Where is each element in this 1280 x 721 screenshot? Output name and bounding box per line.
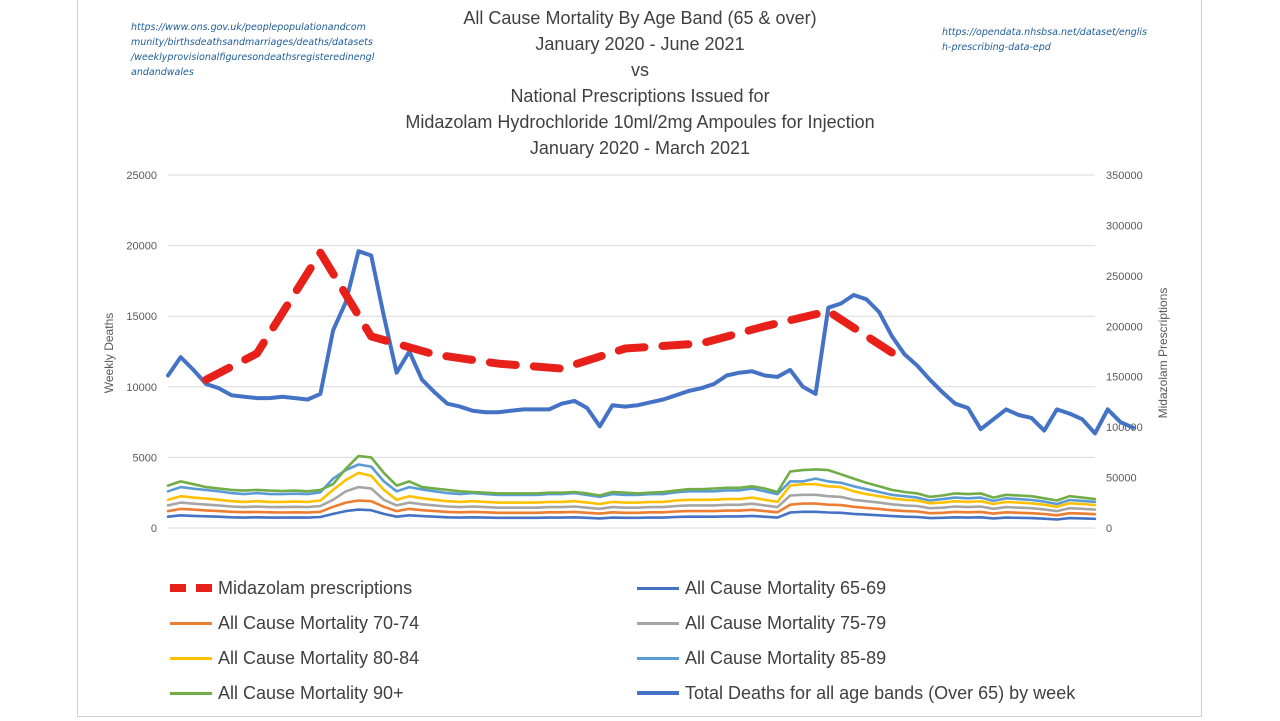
series-line-age-band-3 — [166, 471, 1097, 509]
series-line-age-band-0 — [166, 508, 1097, 521]
legend-label: All Cause Mortality 65-69 — [685, 577, 887, 598]
y-tick-label-right: 200000 — [1106, 321, 1143, 333]
legend-label: Midazolam prescriptions — [218, 577, 413, 598]
y-tick-label-right: 350000 — [1106, 170, 1143, 182]
legend-swatch — [637, 586, 679, 590]
y-tick-label-left: 5000 — [133, 452, 157, 464]
title-line-2: January 2020 - June 2021 — [535, 34, 745, 54]
y-tick-label-left: 0 — [151, 523, 157, 535]
legend-swatch — [170, 656, 212, 660]
legend-item: All Cause Mortality 70-74 — [170, 608, 419, 638]
legend-item: Midazolam prescriptions — [170, 573, 412, 603]
legend-item: All Cause Mortality 85-89 — [637, 643, 886, 673]
title-line-5: Midazolam Hydrochloride 10ml/2mg Ampoule… — [405, 112, 875, 132]
gridlines — [168, 174, 1095, 529]
y-tick-label-right: 0 — [1106, 523, 1112, 535]
legend-swatch — [637, 691, 679, 695]
y-tick-label-right: 300000 — [1106, 220, 1143, 232]
legend-item: Total Deaths for all age bands (Over 65)… — [637, 678, 1075, 708]
source-url-ons[interactable]: https://www.ons.gov.uk/peoplepopulationa… — [131, 22, 375, 78]
series-line-age-band-5 — [166, 454, 1097, 502]
title-line-4: National Prescriptions Issued for — [510, 86, 770, 106]
y-tick-label-right: 150000 — [1106, 372, 1143, 384]
series-line-total-deaths — [166, 249, 1136, 436]
legend-item: All Cause Mortality 90+ — [170, 678, 404, 708]
series-layer — [166, 248, 1136, 521]
legend-label: All Cause Mortality 70-74 — [218, 612, 420, 633]
legend-label: All Cause Mortality 80-84 — [218, 647, 420, 668]
y-tick-label-left: 10000 — [126, 382, 157, 394]
legend-swatch — [170, 584, 212, 592]
legend-swatch — [170, 621, 212, 625]
legend-item: All Cause Mortality 80-84 — [170, 643, 419, 673]
legend-swatch — [170, 691, 212, 695]
legend-item: All Cause Mortality 75-79 — [637, 608, 886, 638]
y-axis-right-title: Midazolam Prescriptions — [1156, 288, 1170, 419]
series-line-age-band-2 — [166, 485, 1097, 513]
legend-swatch — [637, 656, 679, 660]
y-tick-label-left: 15000 — [126, 311, 157, 323]
legend-item: All Cause Mortality 65-69 — [637, 573, 886, 603]
chart-title: All Cause Mortality By Age Band (65 & ov… — [340, 5, 940, 161]
y-tick-label-right: 250000 — [1106, 271, 1143, 283]
title-line-1: All Cause Mortality By Age Band (65 & ov… — [463, 8, 817, 28]
y-axis-left-ticks: 0 5000 10000 15000 20000 25000 — [126, 170, 157, 535]
legend-label: All Cause Mortality 75-79 — [685, 612, 887, 633]
legend-label: All Cause Mortality 85-89 — [685, 647, 887, 668]
chart-frame — [77, 0, 1202, 717]
y-tick-label-left: 20000 — [126, 241, 157, 253]
title-line-3: vs — [631, 60, 649, 80]
legend-label: All Cause Mortality 90+ — [218, 682, 404, 703]
series-line-midazolam-prescriptions — [202, 248, 896, 384]
legend-label: Total Deaths for all age bands (Over 65)… — [685, 682, 1076, 703]
y-tick-label-left: 25000 — [126, 170, 157, 182]
y-axis-left-title: Weekly Deaths — [102, 313, 116, 393]
source-url-nhsbsa[interactable]: https://opendata.nhsbsa.net/dataset/engl… — [942, 27, 1148, 53]
legend-swatch — [637, 621, 679, 625]
y-tick-label-right: 50000 — [1106, 473, 1137, 485]
series-line-age-band-1 — [166, 499, 1097, 517]
y-axis-right-ticks: 0 50000 100000 150000 200000 250000 300000 3500… — [1106, 170, 1143, 535]
title-line-6: January 2020 - March 2021 — [529, 138, 751, 158]
y-tick-label-right: 100000 — [1106, 422, 1143, 434]
series-line-age-band-4 — [166, 463, 1097, 506]
